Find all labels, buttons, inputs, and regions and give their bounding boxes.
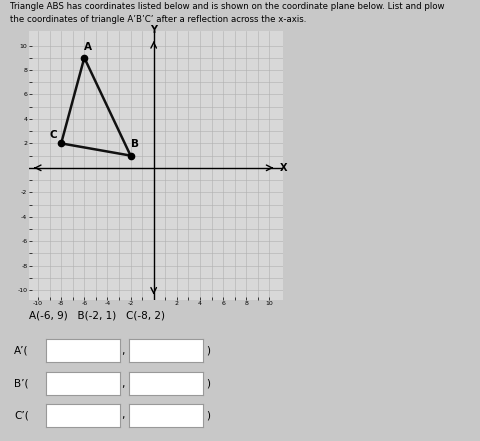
Text: the coordinates of triangle A’B’C’ after a reflection across the x-axis.: the coordinates of triangle A’B’C’ after… (10, 15, 306, 24)
Text: C: C (49, 130, 57, 140)
Text: ,: , (121, 346, 125, 355)
Text: ): ) (206, 379, 210, 389)
Text: ,: , (121, 379, 125, 389)
Text: A’(: A’( (14, 346, 29, 355)
Text: Triangle ABS has coordinates listed below and is shown on the coordinate plane b: Triangle ABS has coordinates listed belo… (10, 2, 444, 11)
Text: ,: , (121, 411, 125, 420)
Text: X: X (280, 163, 287, 173)
Text: A: A (84, 41, 92, 52)
Text: ): ) (206, 346, 210, 355)
Text: ): ) (206, 411, 210, 420)
Text: A(-6, 9)   B(-2, 1)   C(-8, 2): A(-6, 9) B(-2, 1) C(-8, 2) (29, 311, 165, 321)
Text: Y: Y (150, 25, 157, 34)
Text: B: B (131, 139, 139, 149)
Text: C’(: C’( (14, 411, 29, 420)
Text: B’(: B’( (14, 379, 29, 389)
